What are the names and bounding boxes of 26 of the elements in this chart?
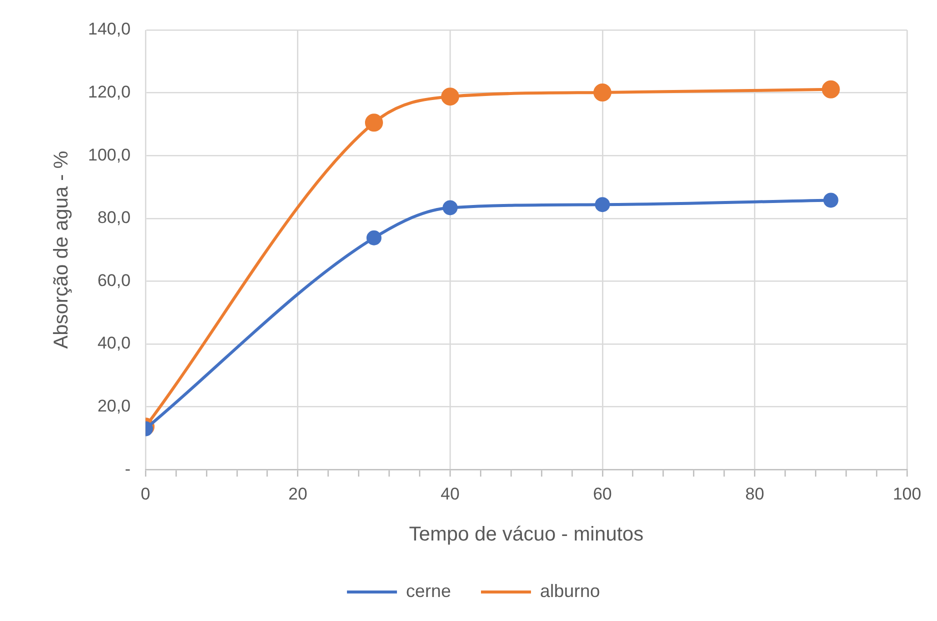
point bbox=[822, 80, 840, 98]
x-tick-label: 60 bbox=[592, 484, 612, 504]
point bbox=[593, 83, 612, 102]
y-tick-label: 40,0 bbox=[97, 334, 131, 353]
y-tick-label: - bbox=[124, 459, 131, 478]
y-tick-label: 80,0 bbox=[97, 208, 131, 228]
point bbox=[364, 114, 383, 132]
y-axis-title: Absorção de agua - % bbox=[50, 150, 73, 349]
y-tick-label: 140,0 bbox=[88, 20, 131, 39]
y-tick-label: 20,0 bbox=[97, 396, 131, 416]
y-tick-label: 60,0 bbox=[97, 270, 131, 290]
x-tick-label: 100 bbox=[892, 484, 922, 504]
x-axis-title: Tempo de vácuo - minutos bbox=[408, 524, 644, 546]
point bbox=[442, 200, 458, 216]
x-tick-label: 20 bbox=[288, 484, 308, 504]
legend-label: alburno bbox=[540, 580, 600, 601]
legend-label: cerne bbox=[406, 580, 451, 601]
x-tick-label: 40 bbox=[440, 484, 460, 504]
point bbox=[594, 197, 610, 212]
x-tick-label: 80 bbox=[745, 484, 764, 504]
x-tick-label: 0 bbox=[140, 484, 150, 504]
point bbox=[441, 88, 460, 106]
y-tick-label: 120,0 bbox=[88, 82, 131, 102]
point bbox=[823, 192, 838, 208]
y-tick-label: 100,0 bbox=[88, 145, 131, 164]
point bbox=[366, 230, 382, 246]
